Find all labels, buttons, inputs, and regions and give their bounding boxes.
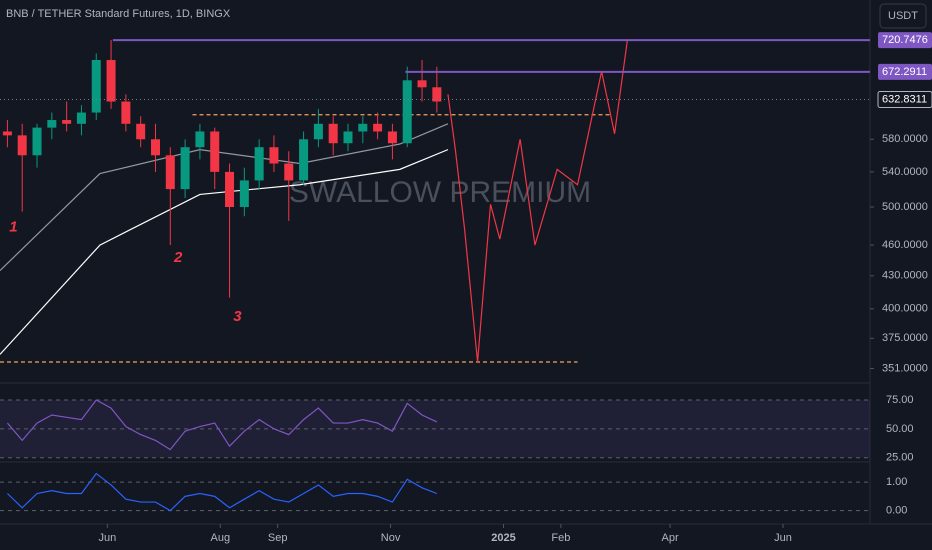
y-tick-label: 1.00 [886,476,907,488]
candle-body [136,123,146,140]
candle-body [432,87,442,102]
candle-body [387,131,397,144]
candle-body [358,123,368,132]
y-tick-label: 75.00 [886,394,914,406]
candle-body [17,135,27,156]
x-tick-label: Feb [551,532,570,544]
candle-body [210,131,220,172]
watermark: SWALLOW PREMIUM [289,176,591,209]
x-tick-label: 2025 [491,532,515,544]
price-label-bg [878,32,932,49]
y-tick-label: 0.00 [886,505,907,517]
x-tick-label: Jun [98,532,116,544]
y-tick-label: 460.0000 [882,239,928,251]
y-tick-label: 375.0000 [882,332,928,344]
y-tick-label: 400.0000 [882,303,928,315]
candle-body [62,120,72,124]
candle-body [239,180,249,208]
price-label-bg [878,63,932,80]
candle-body [284,163,294,181]
annotation: 1 [9,219,17,236]
rsi-line [6,399,438,451]
y-tick-label: 580.0000 [882,133,928,145]
candle-body [417,80,427,88]
candle-body [150,139,160,156]
candle-body [180,147,190,190]
candle-body [76,112,86,124]
price-label-bg [877,90,932,108]
x-tick-label: Sep [268,532,288,544]
y-tick-label: 351.0000 [882,362,928,374]
candle-body [254,147,264,181]
currency[interactable]: USDT [888,10,918,22]
chart-title: BNB / TETHER Standard Futures, 1D, BINGX [6,8,231,20]
x-tick-label: Aug [210,532,230,544]
annotation: 3 [233,308,242,325]
candle-body [32,127,42,156]
candle-body [299,139,309,181]
price-label: 720.7476 [882,34,928,46]
candle-body [47,120,57,128]
candle-body [91,60,101,113]
annotation: 2 [173,249,183,266]
x-tick-label: Apr [662,532,679,544]
candle-body [269,147,279,164]
y-tick-label: 25.00 [886,452,914,464]
candle-body [225,171,235,208]
x-tick-label: Nov [381,532,401,544]
price-label: 632.8311 [882,93,927,105]
candle-body [106,60,116,102]
y-tick-label: 430.0000 [882,270,928,282]
y-tick-label: 50.00 [886,423,914,435]
line-series [0,149,449,355]
price-label: 672.2911 [882,66,927,78]
currency-button[interactable] [879,3,927,29]
candle-body [343,131,353,144]
x-tick-label: Jun [774,532,792,544]
candle-body [373,123,383,132]
candle-body [313,123,323,140]
y-tick-label: 540.0000 [882,166,928,178]
candle-body [402,80,412,144]
candle-body [328,123,338,144]
candle-body [2,131,12,136]
candle-body [165,155,175,190]
candle-body [121,101,131,124]
oscillator-line [6,472,438,512]
candle-body [195,131,205,148]
y-tick-label: 500.0000 [882,201,928,213]
